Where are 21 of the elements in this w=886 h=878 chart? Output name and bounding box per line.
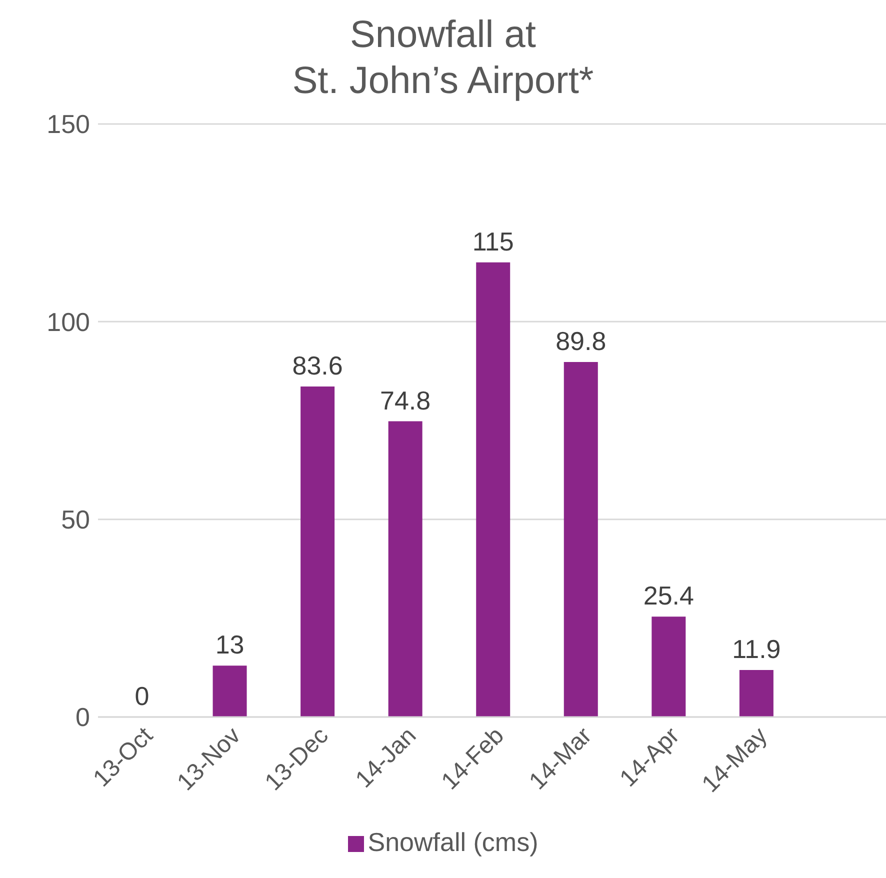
bar — [212, 666, 247, 717]
bar — [739, 670, 774, 717]
legend-label: Snowfall (cms) — [368, 827, 538, 857]
bar — [388, 421, 422, 717]
data-label: 13 — [215, 630, 244, 660]
bar — [652, 616, 686, 717]
data-label: 25.4 — [643, 580, 694, 611]
bar — [300, 386, 335, 717]
y-tick-label: 0 — [76, 702, 90, 732]
chart-title: Snowfall at St. John’s Airport* — [291, 13, 595, 104]
data-label: 0 — [134, 680, 150, 711]
data-label: 89.8 — [556, 326, 606, 356]
data-label: 11.9 — [732, 634, 781, 664]
data-label: 83.6 — [292, 350, 343, 380]
y-tick-label: 50 — [61, 504, 90, 535]
bar — [564, 362, 598, 717]
y-tick-label: 100 — [46, 306, 90, 337]
data-label: 115 — [472, 226, 514, 256]
y-tick-label: 150 — [46, 109, 90, 140]
bar — [476, 262, 510, 717]
data-label: 74.8 — [380, 385, 431, 416]
